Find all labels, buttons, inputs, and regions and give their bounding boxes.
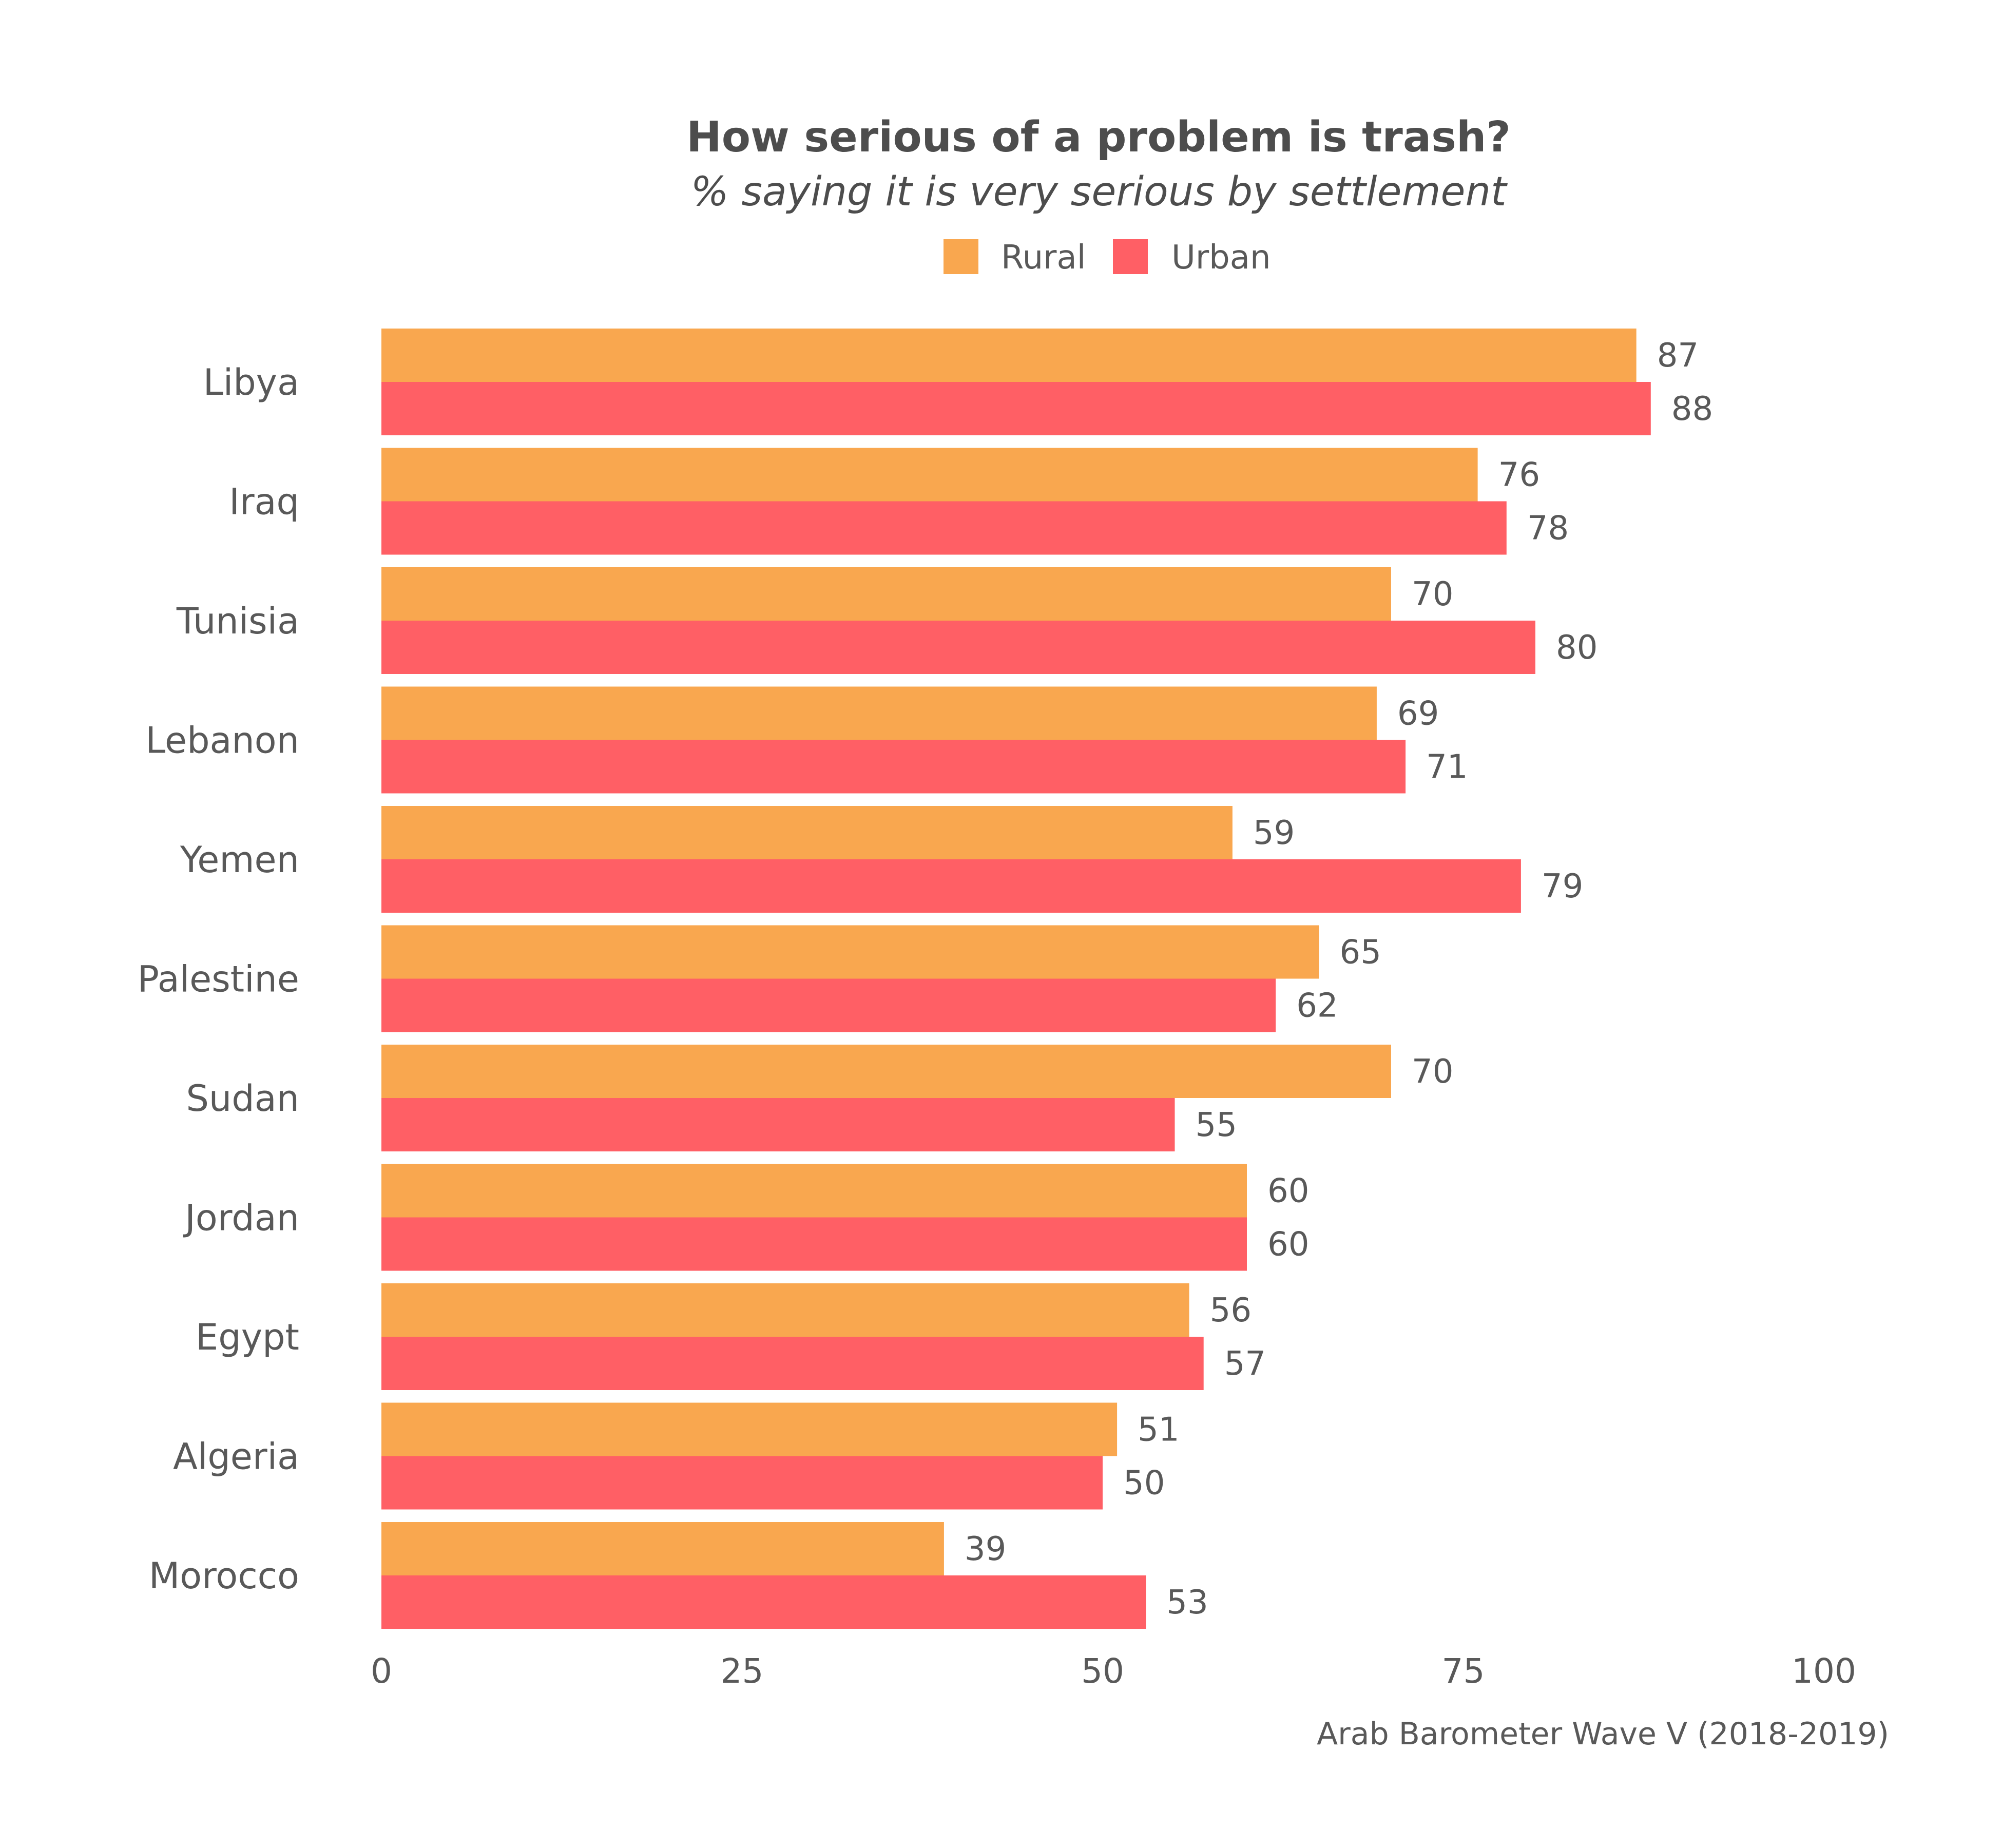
value-label-urban-yemen: 79: [1542, 868, 1583, 906]
category-label-sudan: Sudan: [186, 1077, 300, 1120]
category-label-libya: Libya: [203, 361, 299, 403]
bar-urban-egypt: [381, 1337, 1204, 1390]
legend-swatch-urban: [1113, 239, 1148, 274]
bar-rural-iraq: [381, 448, 1478, 502]
value-label-rural-lebanon: 69: [1397, 695, 1439, 733]
x-tick-label-25: 25: [721, 1651, 764, 1691]
chart-title: How serious of a problem is trash?: [686, 113, 1511, 162]
bar-urban-sudan: [381, 1098, 1175, 1151]
bar-rural-yemen: [381, 806, 1233, 859]
value-label-urban-morocco: 53: [1166, 1584, 1208, 1622]
value-label-urban-sudan: 55: [1196, 1106, 1237, 1144]
x-tick-label-0: 0: [371, 1651, 392, 1691]
value-label-rural-algeria: 51: [1138, 1411, 1179, 1449]
x-tick-label-100: 100: [1792, 1651, 1856, 1691]
bar-rural-tunisia: [381, 567, 1391, 621]
bar-rural-sudan: [381, 1045, 1391, 1098]
category-label-lebanon: Lebanon: [145, 720, 299, 762]
bar-urban-lebanon: [381, 740, 1406, 794]
value-label-urban-tunisia: 80: [1556, 629, 1597, 667]
x-tick-label-75: 75: [1442, 1651, 1485, 1691]
category-label-iraq: Iraq: [229, 481, 299, 523]
bar-urban-algeria: [381, 1456, 1103, 1510]
legend-label-rural: Rural: [1001, 239, 1086, 277]
x-axis: 0 25 50 75 100: [371, 1651, 1856, 1691]
legend-label-urban: Urban: [1171, 239, 1271, 277]
bar-rural-lebanon: [381, 686, 1377, 740]
value-label-urban-libya: 88: [1671, 390, 1713, 428]
category-label-egypt: Egypt: [196, 1316, 299, 1358]
bar-urban-libya: [381, 382, 1651, 435]
value-label-urban-algeria: 50: [1123, 1465, 1165, 1503]
bar-urban-yemen: [381, 859, 1521, 913]
value-label-rural-libya: 87: [1657, 337, 1699, 375]
bar-rural-algeria: [381, 1402, 1118, 1456]
legend: Rural Urban: [944, 239, 1271, 277]
chart-subtitle: % saying it is very serious by settlemen…: [690, 169, 1508, 215]
legend-swatch-rural: [944, 239, 978, 274]
x-tick-label-50: 50: [1081, 1651, 1124, 1691]
chart-caption: Arab Barometer Wave V (2018-2019): [1317, 1716, 1889, 1752]
category-label-algeria: Algeria: [173, 1436, 299, 1478]
value-label-urban-jordan: 60: [1267, 1226, 1309, 1264]
value-label-urban-egypt: 57: [1224, 1345, 1266, 1383]
bar-rural-libya: [381, 329, 1637, 382]
bar-rural-morocco: [381, 1522, 944, 1575]
bar-rural-egypt: [381, 1283, 1189, 1337]
category-label-tunisia: Tunisia: [176, 600, 299, 642]
bar-urban-palestine: [381, 978, 1276, 1032]
value-label-rural-egypt: 56: [1210, 1292, 1252, 1330]
value-label-urban-iraq: 78: [1527, 510, 1569, 548]
bar-urban-morocco: [381, 1575, 1146, 1629]
category-label-palestine: Palestine: [138, 958, 299, 1000]
category-label-yemen: Yemen: [180, 839, 299, 881]
value-label-rural-morocco: 39: [965, 1530, 1006, 1568]
category-label-morocco: Morocco: [149, 1555, 299, 1597]
value-label-rural-jordan: 60: [1267, 1172, 1309, 1210]
plot-area: Libya 87 88 Iraq 76 78 Tunisia 70 80 Lebanon 69 71 Y…: [138, 329, 1713, 1629]
value-label-rural-iraq: 76: [1498, 456, 1540, 494]
bar-urban-jordan: [381, 1217, 1247, 1271]
bar-rural-palestine: [381, 925, 1319, 979]
value-label-rural-palestine: 65: [1340, 934, 1381, 972]
bar-rural-jordan: [381, 1164, 1247, 1218]
category-label-jordan: Jordan: [183, 1197, 299, 1239]
bar-urban-iraq: [381, 501, 1507, 555]
value-label-rural-tunisia: 70: [1412, 575, 1453, 613]
value-label-urban-lebanon: 71: [1426, 748, 1468, 786]
value-label-rural-yemen: 59: [1253, 814, 1295, 852]
bar-urban-tunisia: [381, 621, 1535, 674]
value-label-rural-sudan: 70: [1412, 1053, 1453, 1091]
value-label-urban-palestine: 62: [1296, 987, 1338, 1025]
